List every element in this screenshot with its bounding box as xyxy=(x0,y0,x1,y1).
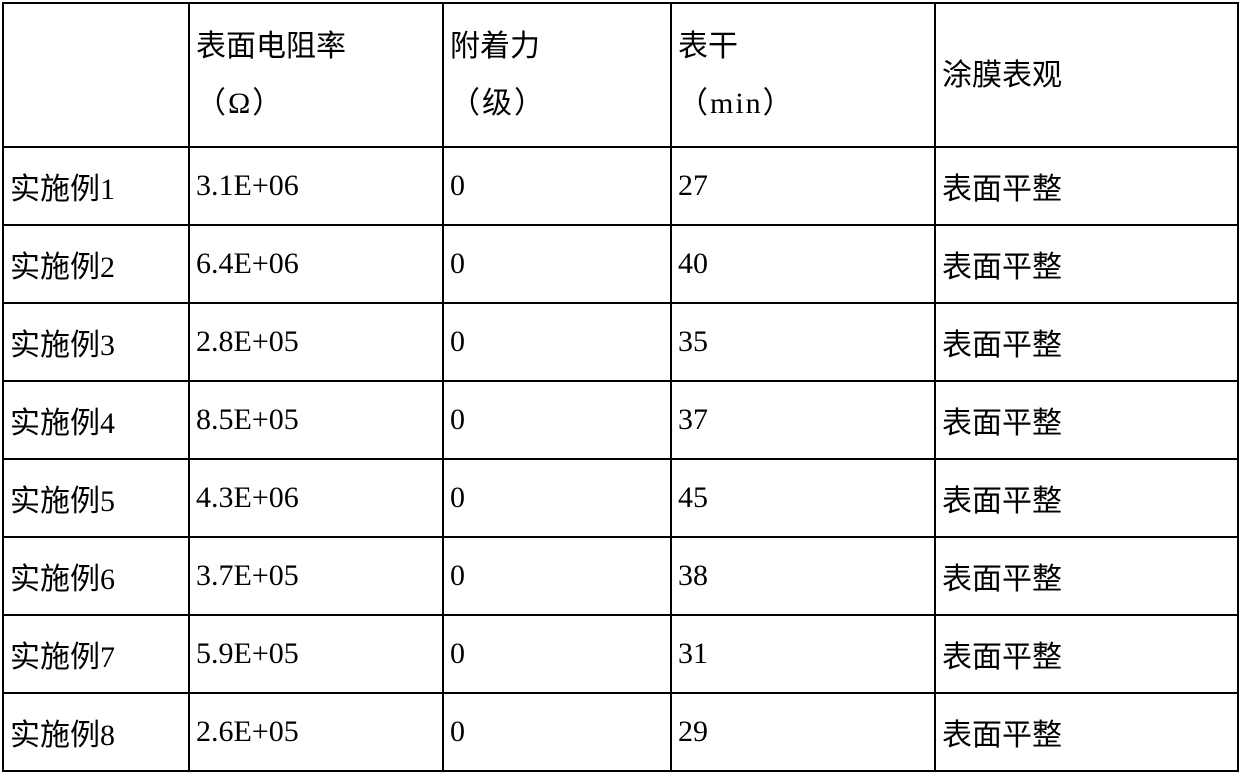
cell-adhesion: 0 xyxy=(443,459,671,537)
cell-label: 实施例6 xyxy=(3,537,189,615)
header-line2: （min） xyxy=(678,87,795,120)
cell-resistivity: 6.4E+06 xyxy=(189,225,443,303)
header-line1: 附着力 xyxy=(450,30,540,63)
header-row: 表面电阻率 （Ω） 附着力 （级） 表干 （min） 涂膜表观 xyxy=(3,3,1238,147)
cell-adhesion: 0 xyxy=(443,693,671,771)
cell-adhesion: 0 xyxy=(443,381,671,459)
table-row: 实施例7 5.9E+05 0 31 表面平整 xyxy=(3,615,1238,693)
cell-adhesion: 0 xyxy=(443,225,671,303)
cell-resistivity: 2.6E+05 xyxy=(189,693,443,771)
table-row: 实施例1 3.1E+06 0 27 表面平整 xyxy=(3,147,1238,225)
cell-adhesion: 0 xyxy=(443,303,671,381)
header-cell-appearance: 涂膜表观 xyxy=(935,3,1238,147)
header-cell-dry-time: 表干 （min） xyxy=(671,3,935,147)
header-cell-resistivity: 表面电阻率 （Ω） xyxy=(189,3,443,147)
table-row: 实施例6 3.7E+05 0 38 表面平整 xyxy=(3,537,1238,615)
table-row: 实施例5 4.3E+06 0 45 表面平整 xyxy=(3,459,1238,537)
cell-label: 实施例8 xyxy=(3,693,189,771)
cell-appearance: 表面平整 xyxy=(935,615,1238,693)
cell-label: 实施例4 xyxy=(3,381,189,459)
header-line1: 表干 xyxy=(678,30,738,63)
cell-dry-time: 45 xyxy=(671,459,935,537)
cell-appearance: 表面平整 xyxy=(935,693,1238,771)
cell-dry-time: 40 xyxy=(671,225,935,303)
cell-appearance: 表面平整 xyxy=(935,381,1238,459)
cell-appearance: 表面平整 xyxy=(935,147,1238,225)
cell-appearance: 表面平整 xyxy=(935,303,1238,381)
cell-resistivity: 5.9E+05 xyxy=(189,615,443,693)
cell-label: 实施例1 xyxy=(3,147,189,225)
cell-dry-time: 27 xyxy=(671,147,935,225)
cell-resistivity: 4.3E+06 xyxy=(189,459,443,537)
cell-dry-time: 29 xyxy=(671,693,935,771)
header-cell-blank xyxy=(3,3,189,147)
table-row: 实施例3 2.8E+05 0 35 表面平整 xyxy=(3,303,1238,381)
cell-resistivity: 2.8E+05 xyxy=(189,303,443,381)
cell-appearance: 表面平整 xyxy=(935,225,1238,303)
cell-resistivity: 3.1E+06 xyxy=(189,147,443,225)
header-line2: （Ω） xyxy=(196,87,284,120)
header-line1: 涂膜表观 xyxy=(942,59,1062,92)
table-body: 实施例1 3.1E+06 0 27 表面平整 实施例2 6.4E+06 0 40… xyxy=(3,147,1238,771)
cell-appearance: 表面平整 xyxy=(935,537,1238,615)
cell-adhesion: 0 xyxy=(443,615,671,693)
cell-label: 实施例2 xyxy=(3,225,189,303)
cell-appearance: 表面平整 xyxy=(935,459,1238,537)
table-row: 实施例4 8.5E+05 0 37 表面平整 xyxy=(3,381,1238,459)
table-row: 实施例2 6.4E+06 0 40 表面平整 xyxy=(3,225,1238,303)
cell-dry-time: 31 xyxy=(671,615,935,693)
header-line1: 表面电阻率 xyxy=(196,30,346,63)
cell-label: 实施例3 xyxy=(3,303,189,381)
cell-adhesion: 0 xyxy=(443,147,671,225)
cell-label: 实施例5 xyxy=(3,459,189,537)
header-line2: （级） xyxy=(450,87,546,120)
table-row: 实施例8 2.6E+05 0 29 表面平整 xyxy=(3,693,1238,771)
cell-label: 实施例7 xyxy=(3,615,189,693)
cell-resistivity: 3.7E+05 xyxy=(189,537,443,615)
table-header: 表面电阻率 （Ω） 附着力 （级） 表干 （min） 涂膜表观 xyxy=(3,3,1238,147)
header-cell-adhesion: 附着力 （级） xyxy=(443,3,671,147)
data-table: 表面电阻率 （Ω） 附着力 （级） 表干 （min） 涂膜表观 实施例1 3.1… xyxy=(2,2,1239,772)
cell-dry-time: 35 xyxy=(671,303,935,381)
cell-resistivity: 8.5E+05 xyxy=(189,381,443,459)
cell-dry-time: 38 xyxy=(671,537,935,615)
cell-dry-time: 37 xyxy=(671,381,935,459)
cell-adhesion: 0 xyxy=(443,537,671,615)
